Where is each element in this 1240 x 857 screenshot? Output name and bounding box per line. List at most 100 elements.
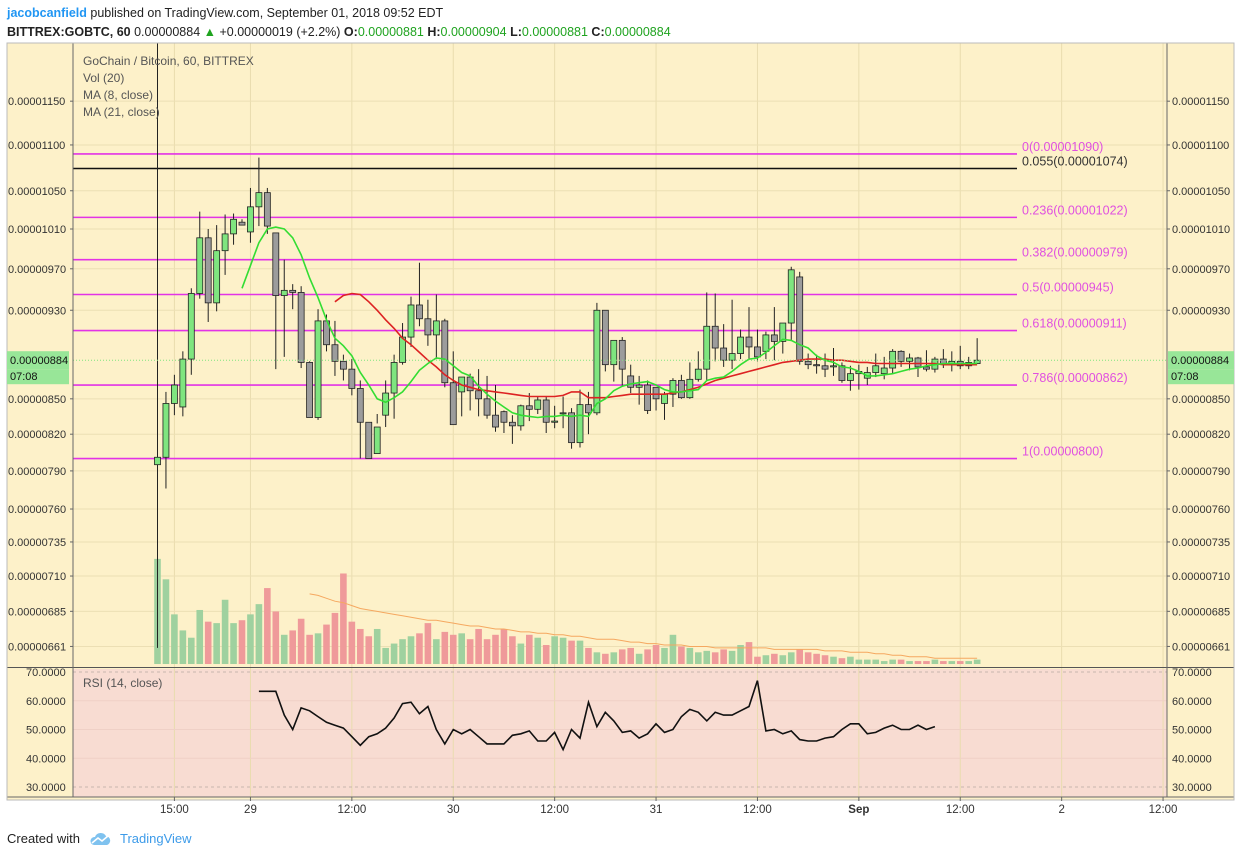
symbol-interval: BITTREX:GOBTC, 60: [7, 25, 131, 39]
ma8-line: [241, 226, 978, 419]
chart-frame: [6, 42, 1235, 801]
y-tick-label-right: 0.00000970: [1172, 264, 1230, 276]
volume-bar: [551, 636, 558, 664]
tradingview-link[interactable]: TradingView: [119, 831, 192, 846]
candle-body: [373, 426, 381, 455]
candle-body: [762, 334, 770, 352]
candle-body: [162, 403, 170, 458]
close-value: 0.00000884: [604, 25, 671, 39]
x-tick-label: 12:00: [540, 804, 569, 816]
candle-body: [407, 304, 415, 338]
volume-bar: [340, 573, 347, 664]
candle-body: [179, 358, 187, 408]
volume-bar: [424, 623, 432, 664]
volume-bar: [289, 630, 296, 664]
candle-body: [585, 404, 592, 414]
y-tick-label-right: 0.00001150: [1172, 96, 1229, 108]
y-tick-label-right: 0.00000760: [1172, 504, 1230, 516]
y-tick-label-left: 0.00001100: [8, 140, 65, 152]
y-tick-label-left: 0.00000661: [8, 641, 66, 653]
rsi-tick-label-right: 30.0000: [1172, 782, 1212, 794]
volume-bar: [771, 653, 778, 664]
volume-bar: [196, 609, 204, 664]
candle-body: [906, 357, 913, 362]
volume-bar: [678, 646, 685, 664]
volume-bar: [965, 661, 972, 664]
volume-bar: [255, 604, 263, 664]
candle-body: [669, 380, 677, 395]
fib-level-label: 0.618(0.00000911): [1022, 317, 1127, 331]
candle-body: [813, 364, 820, 367]
candle-body: [432, 320, 440, 336]
candle-body: [568, 412, 575, 444]
volume-bar: [652, 645, 660, 664]
countdown-tag-bg: [7, 369, 69, 385]
candle-body: [576, 404, 584, 444]
candle-body: [339, 360, 347, 370]
rsi-line: [258, 680, 936, 752]
rsi-tick-label-left: 60.0000: [26, 696, 66, 708]
candle-body: [280, 289, 288, 296]
volume-bar: [221, 599, 229, 664]
candle-body: [880, 367, 888, 375]
volume-bar: [576, 640, 584, 664]
footer: Created with TradingView: [7, 831, 192, 846]
candle-body: [297, 292, 305, 363]
candle-body: [306, 362, 314, 418]
volume-bar: [847, 656, 854, 664]
y-tick-label-left: 0.00000790: [8, 466, 66, 478]
candle-body: [483, 398, 491, 416]
author-link[interactable]: jacobcanfield: [7, 6, 87, 20]
candle-body: [770, 334, 778, 342]
volume-bar: [390, 643, 398, 664]
candle-body: [289, 289, 297, 293]
y-tick-label-left: 0.00000970: [8, 264, 66, 276]
candle-body: [720, 347, 728, 361]
rsi-background: [73, 669, 1167, 797]
candle-body: [508, 421, 516, 427]
volume-bar: [162, 579, 170, 664]
volume-bar: [855, 659, 863, 664]
candle-body: [204, 237, 212, 304]
candle-body: [703, 325, 711, 370]
volume-bar: [500, 628, 508, 664]
volume-bar: [466, 639, 474, 664]
volume-bar: [720, 649, 727, 664]
candle-body: [559, 412, 567, 415]
price-change: +0.00000019 (+2.2%): [219, 25, 341, 39]
volume-bar: [483, 639, 491, 664]
legend-item: Vol (20): [83, 71, 124, 85]
candle-body: [745, 336, 753, 348]
countdown-tag-bg: [1168, 369, 1234, 385]
rsi-tick-label-left: 70.0000: [26, 667, 66, 679]
y-tick-label-left: 0.00001050: [8, 186, 66, 198]
y-tick-label-left: 0.00000735: [8, 537, 66, 549]
volume-bar: [779, 655, 787, 664]
fib-level-label: 0.236(0.00001022): [1022, 203, 1128, 217]
x-tick-label: Sep: [848, 804, 869, 816]
y-tick-label-right: 0.00000710: [1172, 571, 1230, 583]
open-label: O:: [343, 25, 358, 39]
volume-bar: [627, 647, 634, 664]
volume-bar: [416, 633, 423, 664]
candle-body: [525, 405, 533, 410]
volume-bar: [204, 621, 212, 664]
x-tick-label: 12:00: [946, 804, 975, 816]
cloud-logo-icon: [90, 832, 111, 845]
volume-bar: [348, 621, 356, 664]
candle-body: [424, 318, 432, 336]
candle-body: [187, 293, 195, 360]
price-tag-value: 0.00000884: [10, 355, 68, 367]
volume-bar: [610, 652, 618, 664]
candle-body: [804, 360, 812, 366]
y-tick-label-left: 0.00000760: [8, 504, 66, 516]
candle-body: [154, 456, 161, 466]
candle-body: [492, 414, 499, 428]
volume-bar: [247, 614, 254, 664]
candle-body: [661, 393, 668, 404]
volume-bar: [559, 637, 567, 664]
volume-bar: [382, 647, 389, 664]
fib-level-label: 0.5(0.00000945): [1022, 280, 1114, 294]
fib-level-label: 0.382(0.00000979): [1022, 246, 1128, 260]
